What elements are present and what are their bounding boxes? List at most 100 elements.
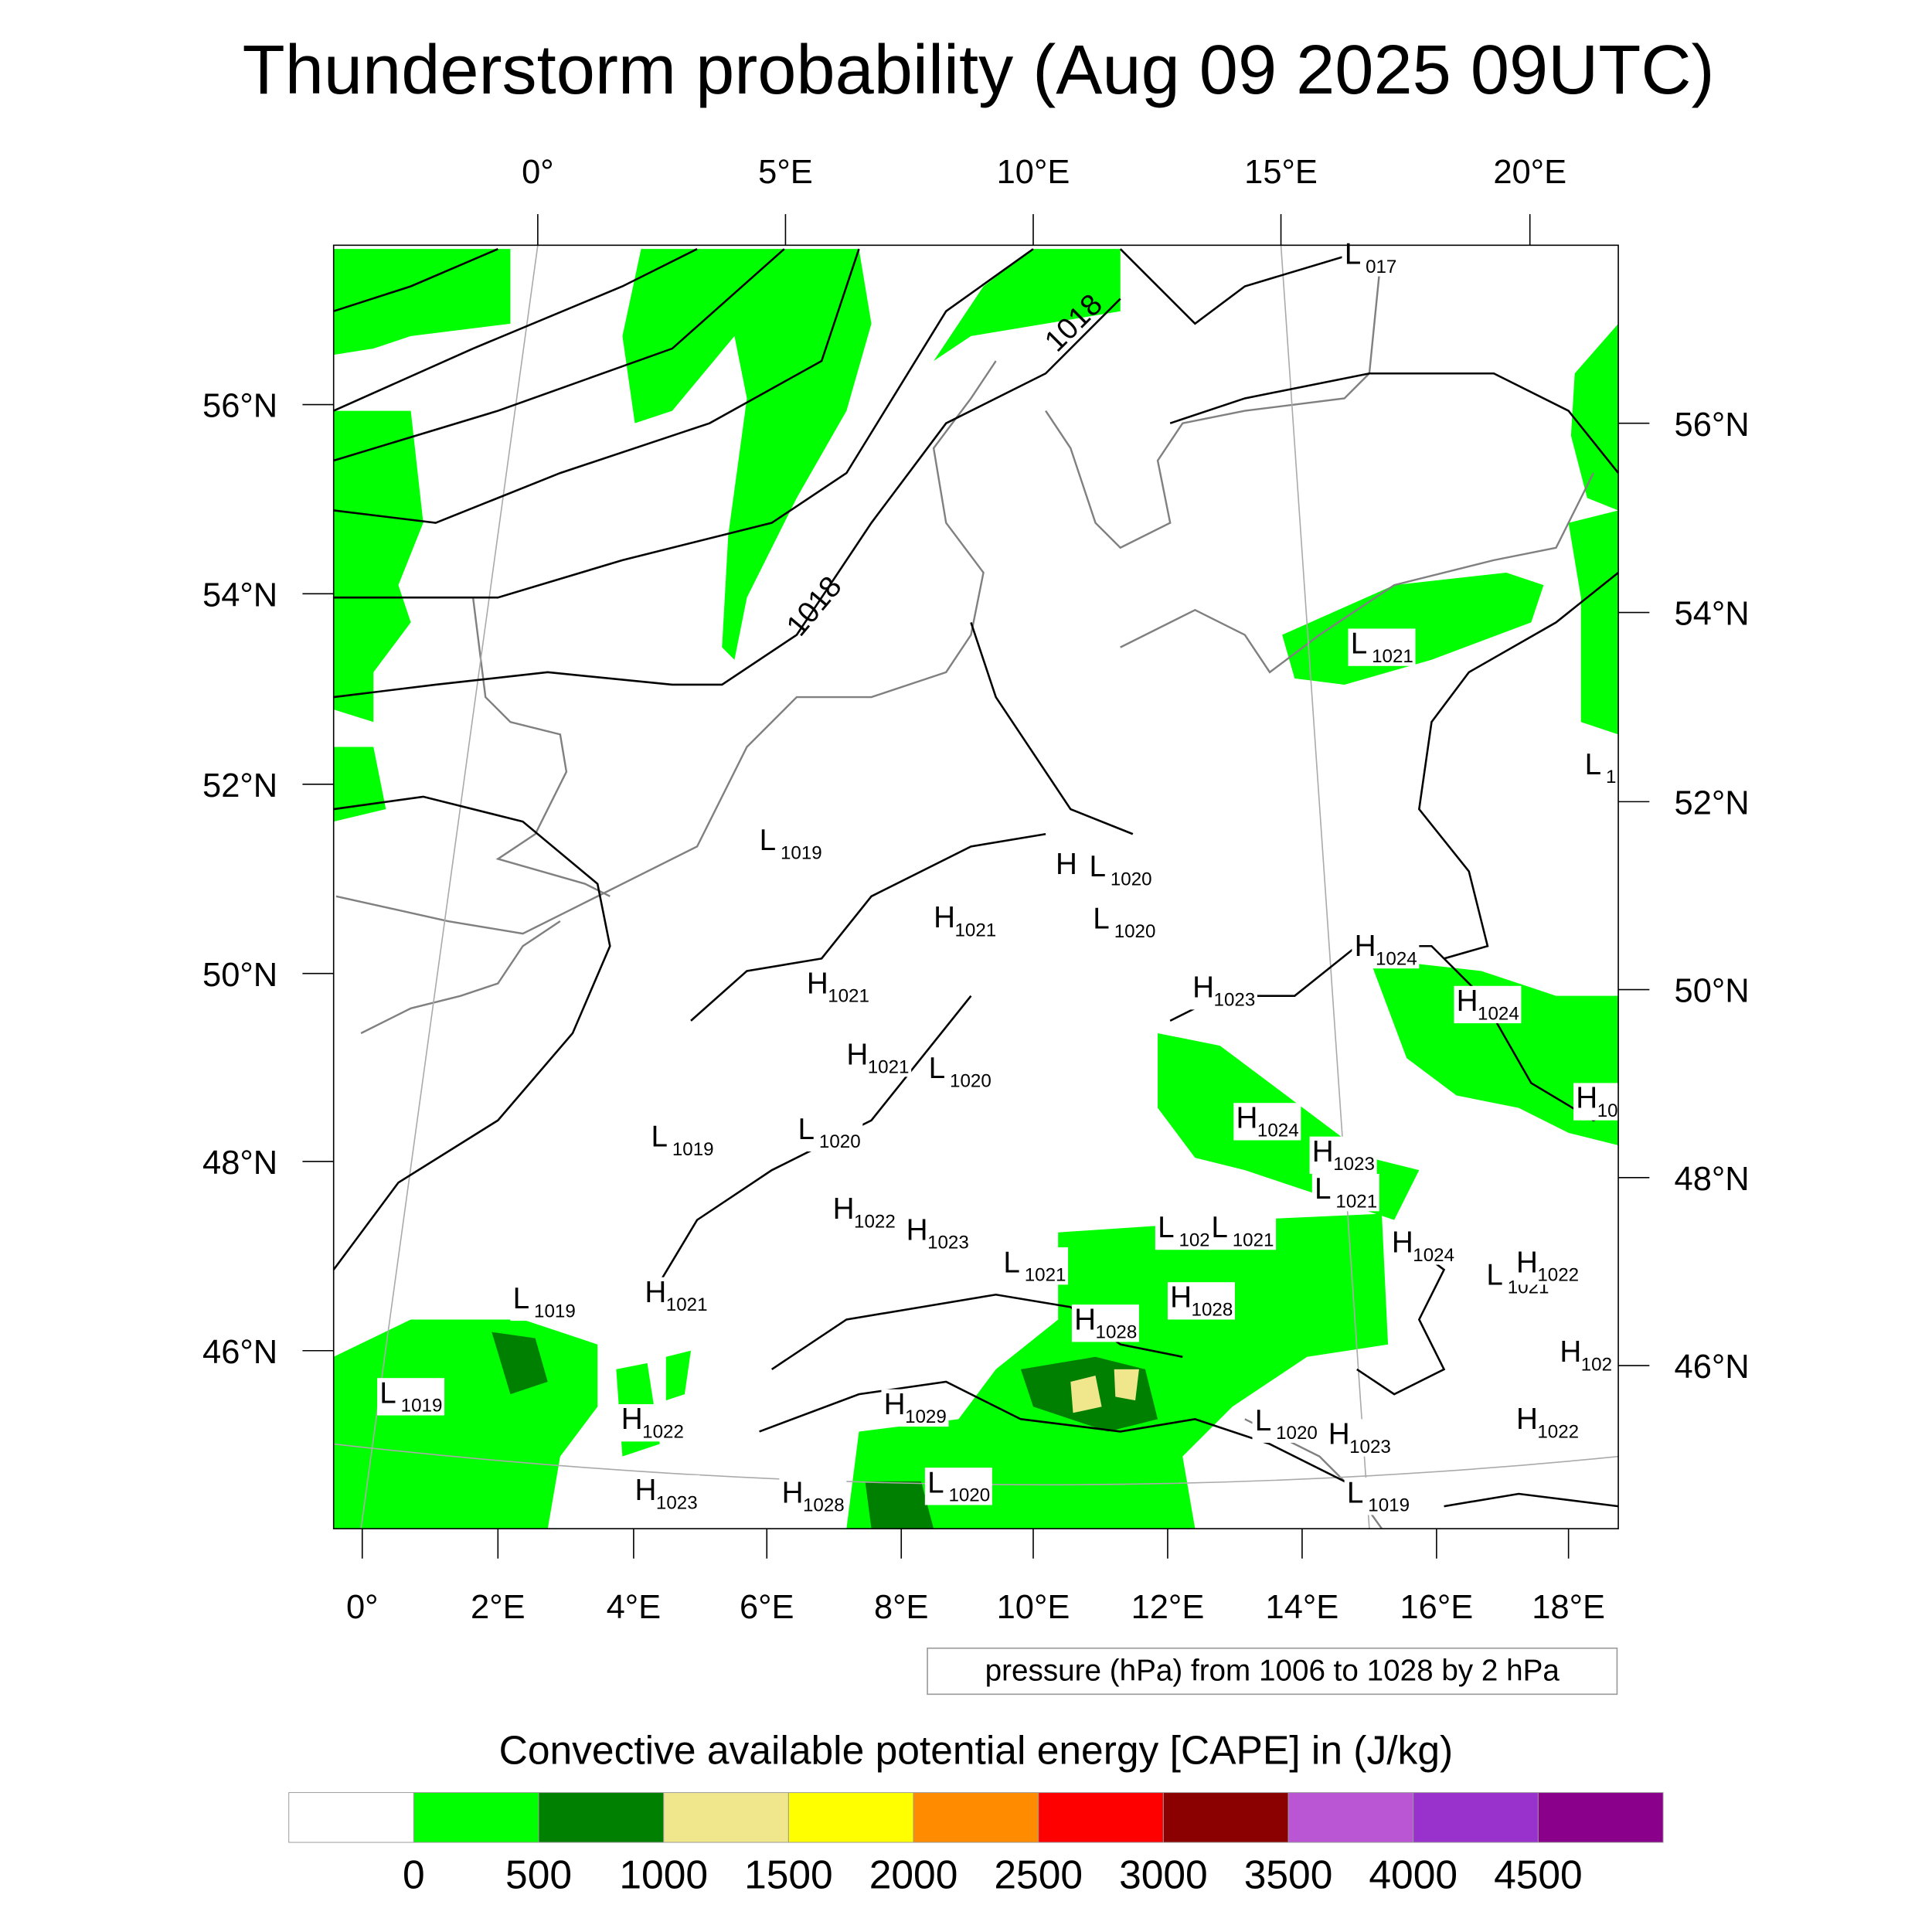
high-pressure-label: H 1024 [1352,930,1420,969]
low-pressure-label: L 1020 [1252,1404,1320,1444]
contour-info: pressure (hPa) from 1006 to 1028 by 2 hP… [985,1655,1560,1688]
pressure-type: L [798,1113,815,1146]
pressure-type: L [1089,850,1106,883]
pressure-value: 1021 [828,986,869,1007]
low-pressure-label: L 1019 [648,1121,716,1160]
top-lon-label: 0° [522,154,554,191]
low-pressure-label: L 017 [1342,237,1398,277]
right-lat-label: 48°N [1675,1161,1750,1198]
pressure-value: 1019 [781,842,822,863]
pressure-value: 1020 [1114,921,1156,942]
pressure-value: 1021 [1025,1265,1066,1286]
label-background [1513,1404,1581,1442]
pressure-type: L [1211,1211,1228,1244]
isobar [333,298,1121,699]
low-pressure-label: L 1021 [1209,1211,1277,1250]
label-background [648,1121,716,1159]
bottom-lon-label: 4°E [607,1589,662,1626]
isobar [690,832,1046,1022]
axis-ticks: 0° 5°E 10°E 15°E 20°E 0° 2°E 4°E 6°E 8°E 10°E 12°E 1… [202,154,1750,1626]
top-lon-label: 20°E [1493,154,1566,191]
high-pressure-label: H 1028 [779,1476,847,1516]
pressure-type: L [1315,1172,1332,1206]
high-pressure-label: H 1021 [930,901,998,940]
label-background [1513,1247,1581,1285]
high-pressure-label: H 1029 [881,1388,949,1427]
bottom-lon-label: 6°E [740,1589,794,1626]
colorbar-level-label: 1500 [744,1852,833,1897]
low-pressure-label: L 1020 [795,1113,863,1152]
colorbar-level-label: 2000 [869,1852,958,1897]
pressure-value: 1024 [1478,1003,1519,1024]
pressure-type: H [906,1213,928,1247]
low-pressure-label: L 1021 [1348,628,1416,667]
high-pressure-label: H 1023 [1325,1418,1393,1458]
label-background [930,902,998,940]
pressure-value: 1019 [1368,1495,1410,1516]
colorbar-level-label: 500 [505,1852,572,1897]
low-pressure-label: L 1020 [924,1466,992,1506]
high-pressure-label: H 1022 [618,1403,686,1443]
isobar [333,247,498,312]
colorbar-swatch [1413,1792,1539,1843]
pressure-value: 1029 [905,1406,947,1427]
low-pressure-label: L 1020 [926,1052,994,1091]
high-pressure-label: H 1022 [830,1192,898,1232]
label-background [1311,1174,1379,1212]
colorbar-level-label: 3000 [1119,1852,1208,1897]
colorbar-swatch [1287,1792,1414,1843]
colorbar-swatch [663,1792,789,1843]
isobar [333,248,860,524]
colorbar: 0 500 1000 1500 2000 2500 3000 3500 4000 4500 [288,1792,1664,1897]
label-background [1209,1212,1277,1250]
pressure-value: 1019 [672,1139,714,1160]
left-lat-label: 50°N [202,957,277,994]
right-lat-label: 52°N [1675,784,1750,821]
label-background [844,1039,912,1077]
pressure-type: H [1516,1246,1538,1279]
label-background [510,1283,578,1321]
pressure-type: L [1347,1476,1364,1509]
pressure-type: H [782,1476,804,1509]
bottom-lon-label: 10°E [997,1589,1070,1626]
low-pressure-label: L 1019 [377,1376,445,1417]
high-pressure-label: H 1028 [1071,1303,1139,1343]
low-pressure-label: L 1019 [510,1282,578,1321]
bottom-lon-label: 0° [346,1589,379,1626]
cape-region [1070,1375,1102,1413]
high-pressure-label: H 1024 [1454,985,1522,1024]
pressure-value: 102 [1581,1355,1612,1376]
pressure-type: L [1158,1211,1175,1244]
label-background [1090,903,1158,941]
pressure-type: H [1457,985,1478,1018]
colorbar-swatch [538,1792,665,1843]
pressure-value: 1020 [1276,1423,1318,1444]
pressure-value: 1021 [1372,646,1413,667]
label-background [1233,1103,1301,1141]
pressure-value: 10 [1597,1100,1618,1121]
left-lat-label: 52°N [202,767,277,804]
high-pressure-label: H 1022 [1513,1403,1581,1443]
label-background [632,1475,700,1513]
pressure-type: H [1170,1281,1192,1314]
label-background [830,1193,898,1232]
isobar [770,1293,1183,1370]
cape-region [665,1350,692,1401]
high-pressure-label: H 1023 [1309,1135,1377,1175]
pressure-contours [332,247,1620,1508]
coastline [1045,249,1383,549]
pressure-value: 1028 [1192,1300,1233,1321]
high-pressure-label: H [1053,848,1077,886]
label-background [1155,1212,1212,1250]
pressure-value: 1022 [854,1211,896,1232]
colorbar-swatch [288,1792,414,1843]
pressure-value: 1022 [1537,1422,1579,1443]
pressure-type: H [884,1388,906,1421]
pressure-value: 1024 [1376,948,1417,969]
pressure-value: 1020 [1111,869,1152,889]
pressure-value: 1028 [803,1495,845,1516]
label-background [1352,930,1420,969]
right-lat-label: 46°N [1675,1349,1750,1386]
